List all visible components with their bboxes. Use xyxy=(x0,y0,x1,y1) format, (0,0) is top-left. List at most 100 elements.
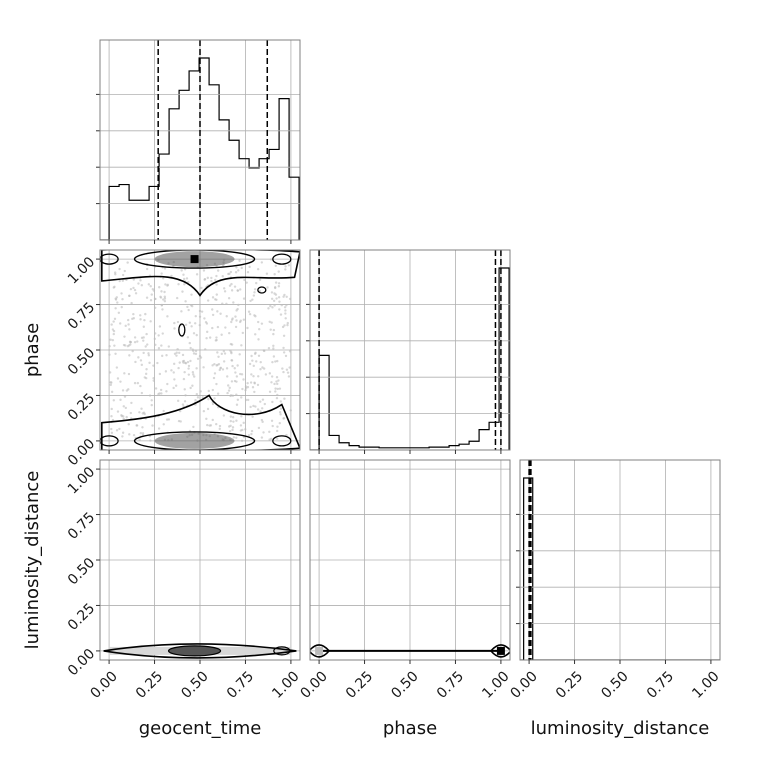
scatter-point xyxy=(132,312,135,316)
scatter-point xyxy=(114,352,117,355)
scatter-point xyxy=(261,398,265,401)
scatter-point xyxy=(125,389,129,392)
scatter-point xyxy=(235,436,238,440)
scatter-point xyxy=(250,354,253,358)
scatter-point xyxy=(288,297,292,301)
scatter-point xyxy=(215,274,218,278)
scatter-point xyxy=(198,323,201,327)
scatter-point xyxy=(183,388,186,391)
scatter-point xyxy=(272,347,275,350)
scatter-point xyxy=(152,364,155,367)
scatter-point xyxy=(159,296,163,299)
scatter-point xyxy=(149,320,152,323)
scatter-point xyxy=(206,407,210,411)
scatter-point xyxy=(221,302,224,305)
scatter-point xyxy=(230,320,233,324)
mode-marker xyxy=(190,255,199,264)
scatter-point xyxy=(242,378,245,381)
scatter-point xyxy=(216,325,220,329)
scatter-point xyxy=(110,415,113,418)
scatter-point xyxy=(157,334,160,337)
scatter-point xyxy=(212,376,216,380)
scatter-point xyxy=(173,352,177,356)
scatter-point xyxy=(140,391,144,395)
scatter-point xyxy=(139,314,142,317)
scatter-point xyxy=(187,367,190,370)
scatter-point xyxy=(192,373,195,376)
scatter-point xyxy=(268,372,272,375)
scatter-point xyxy=(238,320,242,324)
scatter-point xyxy=(184,394,187,397)
histogram-layer: 0.00 0.25 0.50 0.75 1.00 xyxy=(96,39,723,702)
contour-inner xyxy=(167,645,222,657)
scatter-point xyxy=(208,424,211,427)
scatter-point xyxy=(189,386,192,390)
scatter-point xyxy=(116,377,120,380)
scatter-point xyxy=(265,272,269,275)
scatter-point xyxy=(139,359,143,362)
scatter-point xyxy=(280,304,283,307)
scatter-point xyxy=(181,290,184,293)
scatter-point xyxy=(199,356,203,359)
scatter-point xyxy=(176,347,179,351)
panel-content xyxy=(100,40,300,240)
x-tick-label: 0.75 xyxy=(644,668,677,701)
scatter-point xyxy=(122,415,125,418)
scatter-point xyxy=(187,373,191,376)
scatter-point xyxy=(226,375,229,378)
scatter-point xyxy=(110,390,114,394)
scatter-point xyxy=(166,284,169,287)
scatter-point xyxy=(188,321,192,324)
scatter-point xyxy=(275,380,278,383)
scatter-point xyxy=(175,351,178,354)
scatter-point xyxy=(113,317,117,321)
scatter-point xyxy=(252,294,256,297)
scatter-point xyxy=(118,427,121,431)
scatter-point xyxy=(164,283,167,286)
scatter-point xyxy=(206,423,209,427)
scatter-point xyxy=(272,299,276,303)
scatter-point xyxy=(199,390,202,393)
scatter-point xyxy=(189,346,192,350)
scatter-point xyxy=(147,352,150,355)
scatter-point xyxy=(203,277,207,281)
scatter-point xyxy=(115,366,119,369)
scatter-point xyxy=(179,420,182,423)
scatter-point xyxy=(109,383,113,387)
scatter-point xyxy=(180,269,183,272)
scatter-point xyxy=(228,331,231,335)
scatter-point xyxy=(157,392,160,396)
scatter-point xyxy=(277,379,280,382)
scatter-point xyxy=(215,336,218,339)
scatter-point xyxy=(186,336,190,339)
scatter-point xyxy=(187,308,190,312)
scatter-point xyxy=(141,426,144,429)
scatter-point xyxy=(163,297,167,300)
scatter-point xyxy=(230,351,233,355)
scatter-point xyxy=(235,419,238,422)
scatter-point xyxy=(256,383,260,387)
density-band xyxy=(154,432,235,449)
scatter-point xyxy=(161,332,164,335)
scatter-point xyxy=(242,318,246,321)
scatter-point xyxy=(183,370,186,374)
scatter-point xyxy=(260,436,264,439)
scatter-point xyxy=(253,390,256,394)
scatter-point xyxy=(191,384,194,387)
scatter-point xyxy=(116,301,119,304)
panel-geocent_time-vs-phase: 0.00 0.25 0.50 0.75 1.00 xyxy=(65,249,301,469)
scatter-point xyxy=(170,369,173,372)
scatter-point xyxy=(211,313,215,317)
scatter-point xyxy=(240,396,243,399)
scatter-point xyxy=(241,428,244,432)
scatter-point xyxy=(122,405,125,408)
scatter-point xyxy=(257,375,260,378)
scatter-point xyxy=(233,367,236,370)
scatter-point xyxy=(205,417,208,421)
scatter-point xyxy=(229,349,232,352)
scatter-point xyxy=(261,420,264,424)
scatter-point xyxy=(121,279,125,282)
scatter-point xyxy=(176,320,180,324)
scatter-point xyxy=(261,366,264,369)
scatter-point xyxy=(149,285,152,288)
